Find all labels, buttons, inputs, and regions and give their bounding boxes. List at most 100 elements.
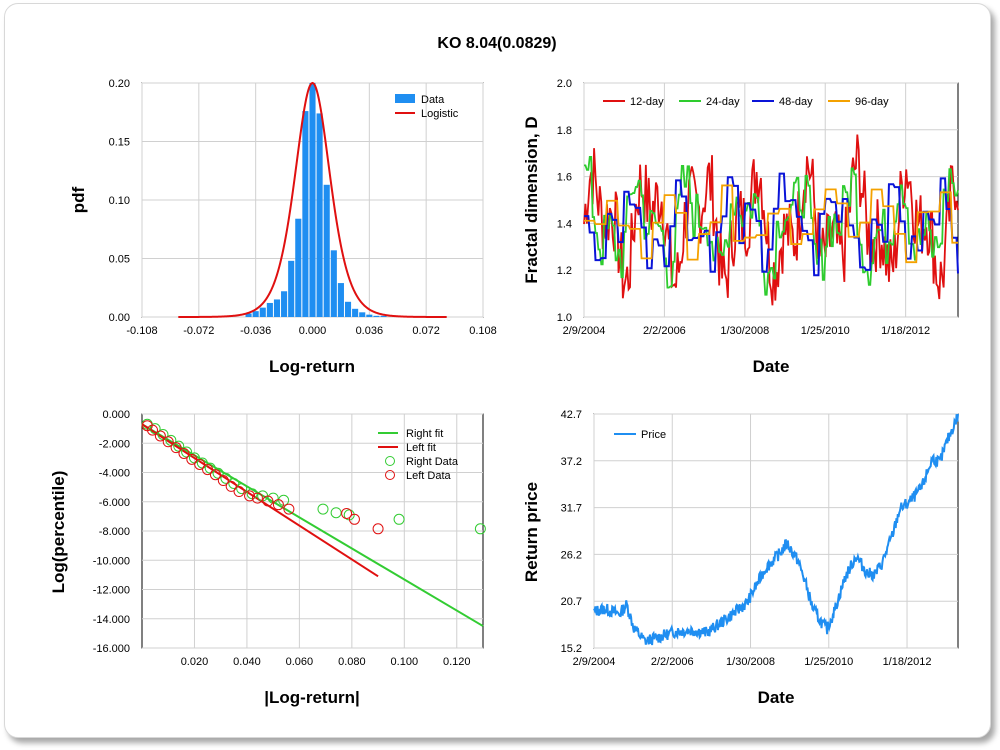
tail-y-label: Log(percentile) <box>49 471 68 594</box>
tail-y-tick: 0.000 <box>102 409 130 421</box>
pdf-x-tick: -0.108 <box>126 325 157 337</box>
left-data-point <box>202 464 214 476</box>
price-ticks: 2/9/2004 2/2/2006 1/30/2008 1/25/2010 1/18/2… <box>561 409 932 668</box>
fractal-x-label: Date <box>753 357 790 376</box>
fractal-y-label: Fractal dimension, D <box>522 116 541 283</box>
left-data-point <box>146 424 158 436</box>
fractal-line-96-day <box>584 184 958 264</box>
fractal-y-tick: 1.8 <box>557 125 572 137</box>
left-data-point <box>209 469 221 481</box>
chart-title: KO 8.04(0.0829) <box>437 35 556 52</box>
pdf-y-tick: 0.15 <box>109 137 130 149</box>
pdf-x-label: Log-return <box>269 357 355 376</box>
histogram-bar <box>259 307 266 317</box>
legend-48-day-label: 48-day <box>779 96 813 108</box>
pdf-y-tick: 0.05 <box>109 254 130 266</box>
fractal-x-tick: 1/25/2010 <box>801 325 850 337</box>
tail-y-tick: -10.000 <box>93 555 130 567</box>
tail-legend: Right fit Left fit Right Data Left Data <box>378 428 459 482</box>
price-panel: 2/9/2004 2/2/2006 1/30/2008 1/25/2010 1/18/2… <box>522 409 959 707</box>
pdf-x-tick: 0.108 <box>469 325 497 337</box>
legend-right-fit-label: Right fit <box>406 428 443 440</box>
left-data-point <box>225 480 237 492</box>
tail-x-tick: 0.020 <box>181 656 209 668</box>
pdf-x-tick: 0.072 <box>412 325 440 337</box>
histogram-bar <box>316 113 323 317</box>
histogram-bar <box>309 83 316 317</box>
tail-y-tick: -12.000 <box>93 585 130 597</box>
legend-data-label: Data <box>421 94 445 106</box>
fractal-x-tick: 1/18/2012 <box>881 325 930 337</box>
left-data-point <box>251 492 263 504</box>
tail-y-tick: -16.000 <box>93 643 130 655</box>
left-data-point <box>162 436 174 448</box>
fractal-x-tick: 1/30/2008 <box>720 325 769 337</box>
right-data-point <box>165 434 177 446</box>
fractal-x-tick: 2/9/2004 <box>563 325 606 337</box>
pdf-y-label: pdf <box>69 186 88 213</box>
price-plot-area <box>593 413 959 649</box>
left-data-point <box>178 447 190 459</box>
histogram-bar <box>302 111 309 317</box>
fractal-legend: 12-day 24-day 48-day 96-day <box>603 96 889 108</box>
legend-96-day-label: 96-day <box>855 96 889 108</box>
price-y-tick: 20.7 <box>561 596 582 608</box>
tail-x-tick: 0.080 <box>338 656 366 668</box>
fractal-series <box>583 134 959 306</box>
right-data-point <box>149 423 161 435</box>
left-data-point <box>283 503 295 515</box>
right-data-point <box>220 472 232 484</box>
price-x-tick: 1/18/2012 <box>883 656 932 668</box>
price-x-label: Date <box>758 688 795 707</box>
histogram-bar <box>330 250 337 317</box>
right-data-point <box>330 507 342 519</box>
histogram-bar <box>295 218 302 317</box>
histogram-bar <box>337 283 344 317</box>
histogram-bar <box>252 311 259 317</box>
right-data-point <box>181 446 193 458</box>
pdf-ticks: -0.108 -0.072 -0.036 0.000 0.036 0.072 0.108 0.… <box>109 78 497 337</box>
legend-left-data-swatch <box>385 470 395 480</box>
tail-y-tick: -14.000 <box>93 614 130 626</box>
left-data-point <box>372 523 384 535</box>
left-data-point <box>194 458 206 470</box>
right-data-point <box>212 467 224 479</box>
pdf-y-tick: 0.00 <box>109 312 130 324</box>
pdf-bars <box>245 83 387 317</box>
tail-x-label: |Log-return| <box>264 688 359 707</box>
price-y-tick: 31.7 <box>561 503 582 515</box>
price-y-tick: 15.2 <box>561 643 582 655</box>
pdf-y-tick: 0.20 <box>109 78 130 90</box>
tail-y-tick: -6.000 <box>99 497 130 509</box>
pdf-x-tick: -0.072 <box>183 325 214 337</box>
fractal-y-tick: 1.4 <box>557 218 572 230</box>
tail-x-tick: 0.060 <box>286 656 314 668</box>
histogram-bar <box>380 315 387 317</box>
left-data-point <box>217 475 229 487</box>
tail-y-tick: -2.000 <box>99 438 130 450</box>
price-x-tick: 1/25/2010 <box>804 656 853 668</box>
price-x-tick: 2/2/2006 <box>651 656 694 668</box>
fractal-line-48-day <box>584 172 959 277</box>
legend-right-data-label: Right Data <box>406 456 459 468</box>
pdf-y-tick: 0.10 <box>109 195 130 207</box>
tail-x-tick: 0.040 <box>233 656 261 668</box>
tail-x-tick: 0.100 <box>391 656 419 668</box>
fractal-line-12-day <box>583 134 959 306</box>
pdf-panel: -0.108 -0.072 -0.036 0.000 0.036 0.072 0.108 0.… <box>69 78 497 376</box>
pdf-x-tick: 0.000 <box>299 325 327 337</box>
tail-y-tick: -4.000 <box>99 468 130 480</box>
right-data-point <box>157 428 169 440</box>
tail-gridlines <box>142 413 483 649</box>
left-data-point <box>154 430 166 442</box>
histogram-bar <box>288 260 295 317</box>
pdf-x-tick: -0.036 <box>240 325 271 337</box>
histogram-bar <box>344 301 352 317</box>
histogram-bar <box>359 312 366 317</box>
left-data-point <box>341 507 353 519</box>
tail-marks <box>141 418 486 627</box>
fractal-ticks: 2/9/2004 2/2/2006 1/30/2008 1/25/2010 1/18/2… <box>557 78 930 337</box>
price-y-tick: 26.2 <box>561 549 582 561</box>
histogram-bar <box>281 291 288 317</box>
